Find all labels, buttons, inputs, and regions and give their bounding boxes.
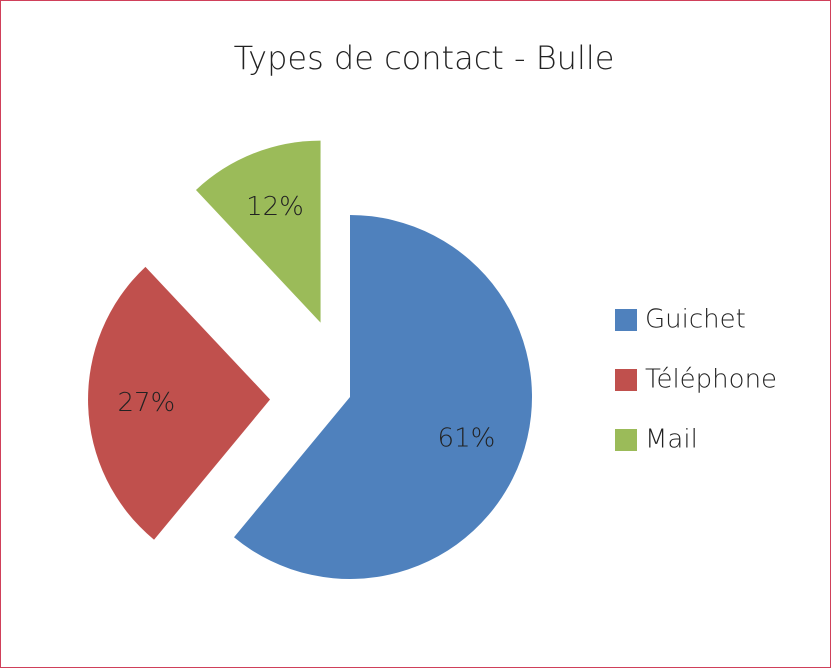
chart-title: Types de contact - Bulle [234,39,615,77]
pie-slice [88,266,271,540]
legend-swatch [615,369,637,391]
pie-slice [233,215,533,579]
data-label: 12% [246,192,304,222]
legend-label: Téléphone [645,365,777,395]
legend-swatch [615,429,637,451]
legend-label: Mail [645,425,698,455]
legend-label: Guichet [645,305,746,335]
data-label: 27% [117,388,175,418]
pie-slice [195,140,321,323]
legend-swatch [615,309,637,331]
data-label: 61% [438,423,496,453]
